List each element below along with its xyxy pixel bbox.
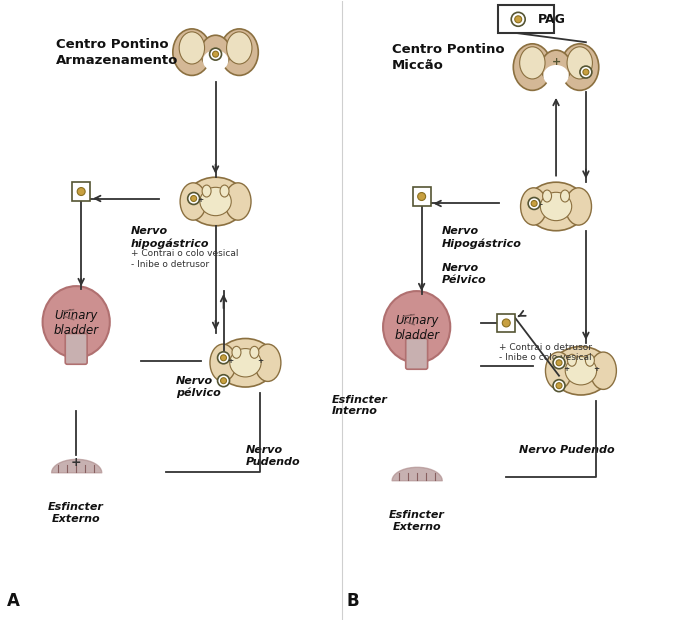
Text: Nervo
Pélvico: Nervo Pélvico bbox=[441, 263, 486, 285]
Ellipse shape bbox=[568, 355, 576, 366]
Text: Esfincter
Interno: Esfincter Interno bbox=[332, 394, 388, 416]
Ellipse shape bbox=[520, 47, 545, 79]
Ellipse shape bbox=[186, 177, 245, 226]
Ellipse shape bbox=[542, 190, 552, 202]
Circle shape bbox=[580, 66, 592, 78]
Text: +: + bbox=[593, 366, 599, 372]
Circle shape bbox=[583, 69, 589, 75]
FancyBboxPatch shape bbox=[499, 6, 554, 34]
Text: + Contrai o detrusor
- Inibe o colo vesical: + Contrai o detrusor - Inibe o colo vesi… bbox=[499, 343, 592, 362]
Circle shape bbox=[515, 16, 522, 23]
Text: +: + bbox=[227, 358, 234, 365]
Ellipse shape bbox=[216, 338, 275, 387]
Ellipse shape bbox=[202, 185, 211, 197]
Ellipse shape bbox=[255, 344, 281, 381]
Text: +: + bbox=[71, 456, 81, 469]
Text: Urinary
bladder: Urinary bladder bbox=[54, 309, 99, 337]
Ellipse shape bbox=[42, 286, 110, 358]
Ellipse shape bbox=[567, 47, 592, 79]
Ellipse shape bbox=[210, 344, 236, 381]
Text: +: + bbox=[257, 358, 264, 365]
Ellipse shape bbox=[566, 356, 597, 385]
Text: Nervo
Hipogástrico: Nervo Hipogástrico bbox=[441, 227, 521, 248]
Ellipse shape bbox=[566, 188, 591, 225]
FancyBboxPatch shape bbox=[406, 338, 428, 369]
Text: Nervo Pudendo: Nervo Pudendo bbox=[519, 445, 615, 455]
Ellipse shape bbox=[225, 183, 251, 220]
Ellipse shape bbox=[232, 347, 241, 358]
Circle shape bbox=[191, 196, 197, 201]
Text: +: + bbox=[563, 366, 569, 372]
Text: Armazenamento: Armazenamento bbox=[56, 53, 179, 66]
Text: +: + bbox=[551, 57, 561, 67]
Ellipse shape bbox=[526, 182, 586, 231]
Ellipse shape bbox=[541, 50, 571, 84]
FancyBboxPatch shape bbox=[413, 186, 430, 206]
Circle shape bbox=[528, 197, 540, 209]
Text: Nervo
hipogástrico: Nervo hipogástrico bbox=[131, 227, 210, 248]
Ellipse shape bbox=[201, 35, 230, 69]
Text: Esfincter
Externo: Esfincter Externo bbox=[389, 510, 445, 532]
Text: + Contrai o colo vesical
- Inibe o detrusor: + Contrai o colo vesical - Inibe o detru… bbox=[131, 249, 238, 269]
Text: B: B bbox=[347, 592, 360, 610]
Circle shape bbox=[221, 378, 227, 384]
Ellipse shape bbox=[520, 188, 546, 225]
Circle shape bbox=[512, 12, 525, 26]
Text: Nervo
Pudendo: Nervo Pudendo bbox=[245, 445, 300, 467]
Circle shape bbox=[502, 319, 510, 327]
Ellipse shape bbox=[514, 44, 551, 91]
Circle shape bbox=[221, 355, 227, 361]
Circle shape bbox=[210, 48, 221, 60]
FancyBboxPatch shape bbox=[497, 314, 515, 332]
Ellipse shape bbox=[220, 185, 229, 197]
Ellipse shape bbox=[561, 44, 599, 91]
Circle shape bbox=[218, 352, 229, 364]
Text: Centro Pontino: Centro Pontino bbox=[392, 43, 505, 56]
Text: Esfincter
Externo: Esfincter Externo bbox=[48, 502, 104, 524]
Text: Urinary
bladder: Urinary bladder bbox=[394, 314, 439, 342]
Text: -: - bbox=[540, 202, 542, 208]
Ellipse shape bbox=[383, 291, 450, 363]
Circle shape bbox=[556, 383, 562, 389]
Text: +: + bbox=[197, 197, 204, 203]
Ellipse shape bbox=[540, 193, 572, 220]
Circle shape bbox=[556, 360, 562, 366]
Circle shape bbox=[418, 193, 426, 201]
Ellipse shape bbox=[546, 352, 572, 389]
Text: Nervo
pélvico: Nervo pélvico bbox=[176, 376, 221, 398]
FancyBboxPatch shape bbox=[66, 333, 87, 365]
Circle shape bbox=[77, 188, 85, 196]
Ellipse shape bbox=[551, 347, 611, 395]
Ellipse shape bbox=[227, 32, 252, 64]
Ellipse shape bbox=[220, 29, 258, 75]
Ellipse shape bbox=[203, 50, 228, 71]
Ellipse shape bbox=[590, 352, 616, 389]
Ellipse shape bbox=[561, 190, 570, 202]
Ellipse shape bbox=[250, 347, 259, 358]
Text: PAG: PAG bbox=[538, 13, 566, 26]
Ellipse shape bbox=[544, 65, 569, 86]
Ellipse shape bbox=[180, 183, 206, 220]
Ellipse shape bbox=[179, 32, 205, 64]
Circle shape bbox=[531, 201, 537, 206]
FancyBboxPatch shape bbox=[72, 181, 90, 201]
Circle shape bbox=[553, 357, 565, 369]
Text: Centro Pontino: Centro Pontino bbox=[56, 38, 169, 51]
Circle shape bbox=[553, 379, 565, 392]
Text: A: A bbox=[7, 592, 19, 610]
Ellipse shape bbox=[229, 348, 261, 377]
Circle shape bbox=[212, 51, 219, 57]
Ellipse shape bbox=[173, 29, 211, 75]
Circle shape bbox=[218, 374, 229, 387]
Ellipse shape bbox=[585, 355, 594, 366]
Ellipse shape bbox=[200, 188, 232, 215]
Circle shape bbox=[188, 193, 199, 204]
Text: Miccão: Miccão bbox=[392, 58, 444, 71]
